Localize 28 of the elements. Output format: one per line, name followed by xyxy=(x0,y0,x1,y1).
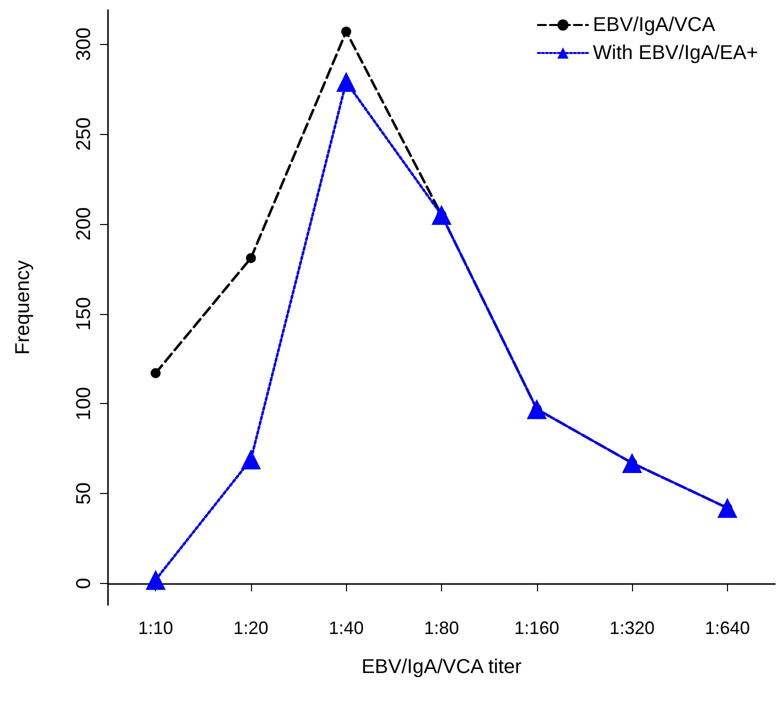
legend-label: EBV/IgA/VCA xyxy=(592,14,716,36)
point xyxy=(526,399,547,420)
y-tick-label: 150 xyxy=(73,297,95,330)
y-tick-label: 0 xyxy=(73,578,95,589)
y-tick-label: 300 xyxy=(73,27,95,61)
x-axis-title: EBV/IgA/VCA titer xyxy=(361,656,522,678)
y-tick-label: 250 xyxy=(73,117,95,151)
y-tick-label: 200 xyxy=(73,207,95,241)
point xyxy=(240,449,261,470)
x-tick-label: 1:640 xyxy=(704,618,750,638)
x-tick-label: 1:80 xyxy=(424,618,460,638)
point xyxy=(432,204,452,225)
y-axis-title: Frequency xyxy=(12,260,34,355)
x-tick-label: 1:320 xyxy=(610,618,655,638)
x-tick-label: 1:160 xyxy=(514,618,560,638)
y-tick-label: 100 xyxy=(73,386,95,420)
x-tick-label: 1:20 xyxy=(233,618,268,638)
x-tick-label: 1:40 xyxy=(328,618,364,638)
point xyxy=(146,570,166,590)
point xyxy=(622,452,642,473)
legend-label: With EBV/IgA/EA+ xyxy=(592,42,758,64)
point xyxy=(246,253,256,264)
x-tick-label: 1:10 xyxy=(138,618,174,638)
point xyxy=(341,26,352,37)
point xyxy=(336,72,356,92)
point xyxy=(150,368,161,378)
point xyxy=(717,498,738,518)
y-tick-label: 50 xyxy=(73,482,95,505)
